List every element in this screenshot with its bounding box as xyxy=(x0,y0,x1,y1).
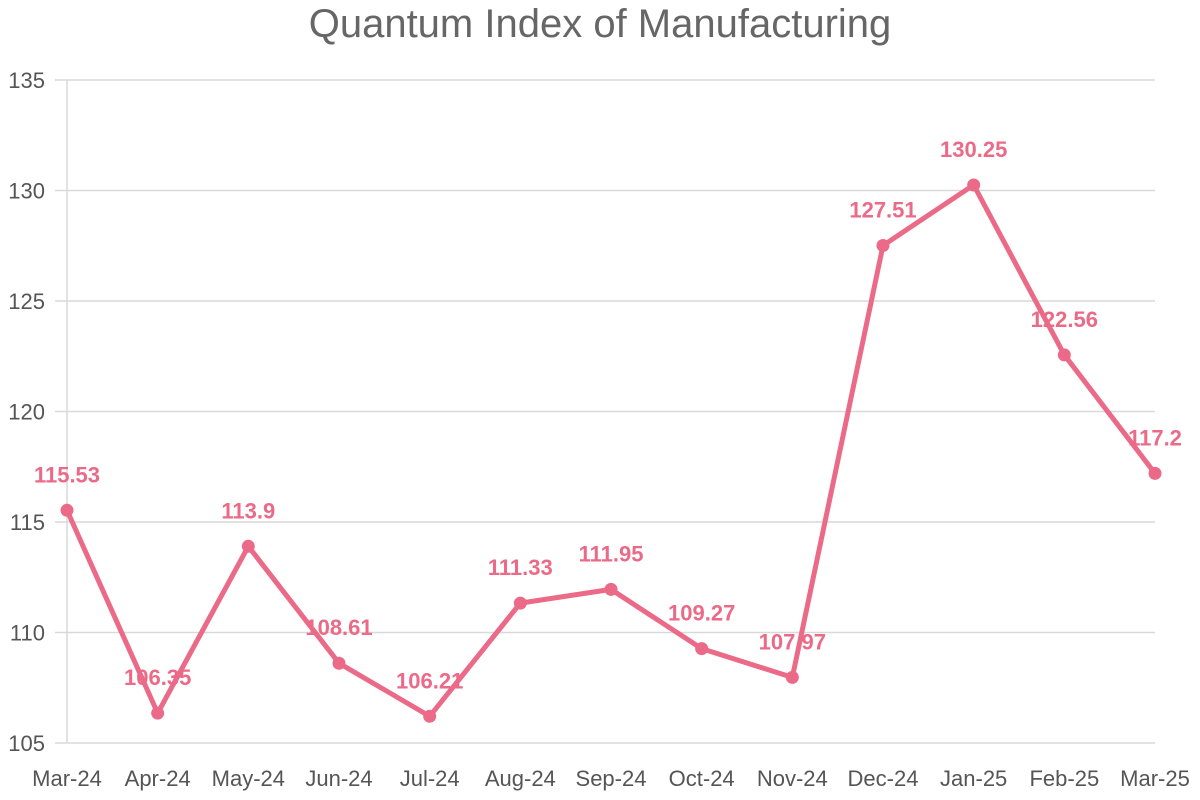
data-label: 130.25 xyxy=(940,137,1007,162)
x-tick-label: May-24 xyxy=(212,766,285,791)
data-label: 107.97 xyxy=(759,629,826,654)
x-tick-labels: Mar-24 Apr-24 May-24 Jun-24 Jul-24 Aug-24 Sep-… xyxy=(32,766,1190,791)
data-point xyxy=(876,239,890,253)
data-label: 111.95 xyxy=(579,541,644,566)
data-label: 106.35 xyxy=(124,665,191,690)
data-label: 117.2 xyxy=(1128,425,1182,450)
x-tick-label: Oct-24 xyxy=(669,766,735,791)
x-tick-label: Feb-25 xyxy=(1029,766,1099,791)
data-point xyxy=(513,596,527,610)
data-label: 111.33 xyxy=(488,555,553,580)
data-point xyxy=(1057,348,1071,362)
data-point xyxy=(332,656,346,670)
x-tick-label: Dec-24 xyxy=(848,766,919,791)
y-tick-label: 120 xyxy=(8,400,45,425)
data-point xyxy=(695,642,709,656)
series-line xyxy=(64,182,1158,719)
y-tick-label: 130 xyxy=(8,179,45,204)
data-point xyxy=(60,503,74,517)
data-label: 108.61 xyxy=(305,615,372,640)
data-label: 122.56 xyxy=(1031,307,1098,332)
data-point xyxy=(241,539,255,553)
x-tick-label: Jan-25 xyxy=(940,766,1007,791)
y-tick-labels: 105 110 115 120 125 130 135 xyxy=(8,68,45,756)
data-point xyxy=(967,178,981,192)
y-tick-label: 125 xyxy=(8,289,45,314)
y-tick-label: 115 xyxy=(10,510,45,535)
data-label: 109.27 xyxy=(668,601,735,626)
gridlines xyxy=(55,79,1155,744)
x-tick-label: Apr-24 xyxy=(125,766,191,791)
y-tick-label: 110 xyxy=(10,621,45,646)
x-tick-label: Sep-24 xyxy=(576,766,647,791)
x-tick-label: Jul-24 xyxy=(400,766,460,791)
y-tick-label: 135 xyxy=(8,68,45,93)
x-tick-label: Mar-24 xyxy=(32,766,102,791)
data-label: 106.21 xyxy=(396,668,463,693)
x-tick-label: Jun-24 xyxy=(305,766,372,791)
x-tick-label: Mar-25 xyxy=(1120,766,1190,791)
x-tick-label: Aug-24 xyxy=(485,766,556,791)
series-layer xyxy=(64,182,1158,719)
chart-title: Quantum Index of Manufacturing xyxy=(308,2,892,46)
x-tick-label: Nov-24 xyxy=(757,766,828,791)
data-points xyxy=(60,178,1162,723)
data-label: 127.51 xyxy=(849,198,916,223)
y-tick-label: 105 xyxy=(8,731,45,756)
data-point xyxy=(423,709,437,723)
data-labels: 115.53 106.35 113.9 108.61 106.21 111.33 111.9… xyxy=(34,137,1182,693)
data-point xyxy=(604,582,618,596)
data-point xyxy=(151,706,165,720)
data-point xyxy=(1148,466,1162,480)
data-label: 115.53 xyxy=(34,462,100,487)
data-point xyxy=(785,670,799,684)
data-label: 113.9 xyxy=(221,498,275,523)
